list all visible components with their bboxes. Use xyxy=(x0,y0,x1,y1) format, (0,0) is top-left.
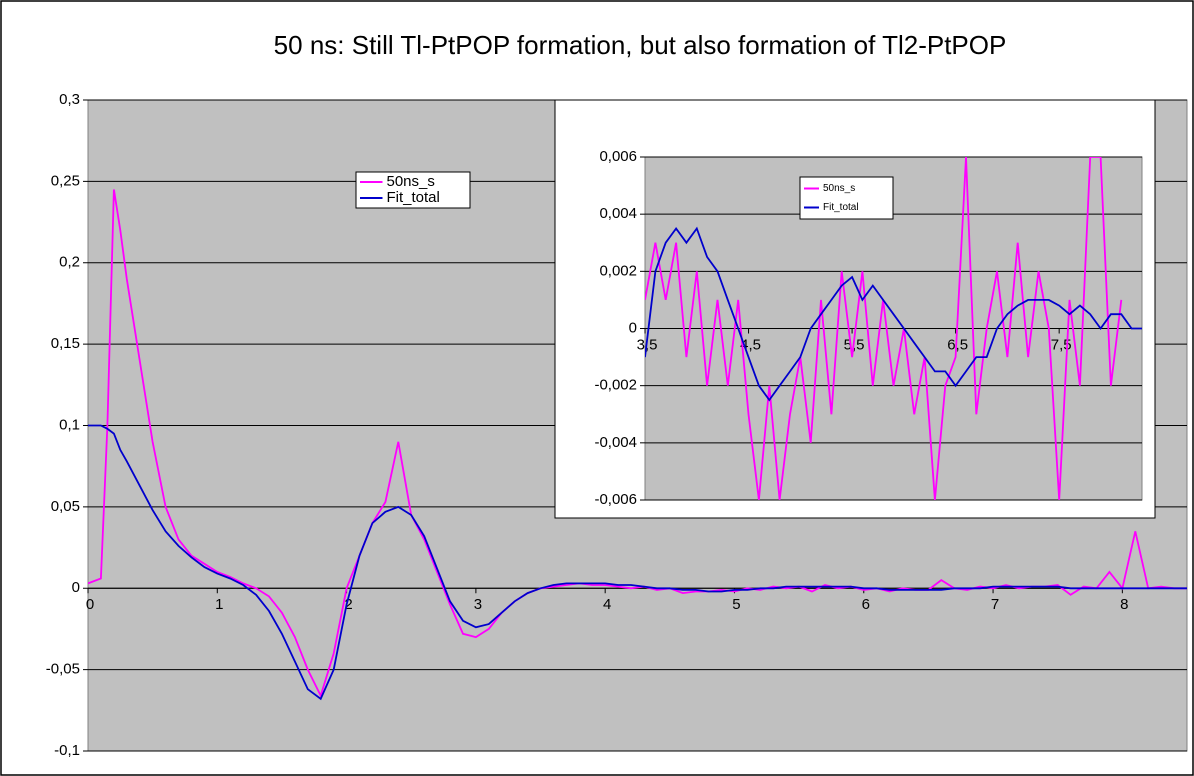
x-tick-label: 1 xyxy=(215,596,223,613)
y-tick-label: 0,004 xyxy=(599,205,637,222)
chart-title: 50 ns: Still Tl-PtPOP formation, but als… xyxy=(274,30,1007,60)
y-tick-label: 0,15 xyxy=(51,335,80,352)
legend-label: Fit_total xyxy=(823,202,859,213)
y-tick-label: 0,25 xyxy=(51,172,80,189)
x-tick-label: 7,5 xyxy=(1051,336,1072,353)
y-tick-label: 0 xyxy=(72,579,80,596)
x-tick-label: 4 xyxy=(603,596,611,613)
y-tick-label: 0,3 xyxy=(59,91,80,108)
y-tick-label: -0,1 xyxy=(54,742,80,759)
y-tick-label: 0,2 xyxy=(59,254,80,271)
legend-label: 50ns_s xyxy=(387,173,435,190)
y-tick-label: -0,05 xyxy=(46,661,80,678)
y-tick-label: -0,002 xyxy=(594,377,637,394)
series-line xyxy=(645,226,1142,402)
y-tick-label: 0 xyxy=(629,319,637,336)
legend-box xyxy=(799,176,894,220)
y-tick-label: 0,002 xyxy=(599,262,637,279)
x-tick-label: 2 xyxy=(344,596,352,613)
x-tick-label: 0 xyxy=(86,596,94,613)
y-tick-label: 0,006 xyxy=(599,148,637,165)
y-tick-label: -0,006 xyxy=(594,491,637,508)
x-tick-label: 6 xyxy=(862,596,870,613)
x-tick-label: 8 xyxy=(1120,596,1128,613)
x-tick-label: 3 xyxy=(474,596,482,613)
x-tick-label: 7 xyxy=(991,596,999,613)
legend-label: Fit_total xyxy=(387,189,440,206)
series-line xyxy=(88,424,1187,701)
x-tick-label: 6,5 xyxy=(947,336,968,353)
y-tick-label: -0,004 xyxy=(594,434,637,451)
legend-label: 50ns_s xyxy=(823,183,855,194)
legend-box xyxy=(355,171,471,209)
y-tick-label: 0,05 xyxy=(51,498,80,515)
y-tick-label: 0,1 xyxy=(59,416,80,433)
x-tick-label: 5 xyxy=(732,596,740,613)
